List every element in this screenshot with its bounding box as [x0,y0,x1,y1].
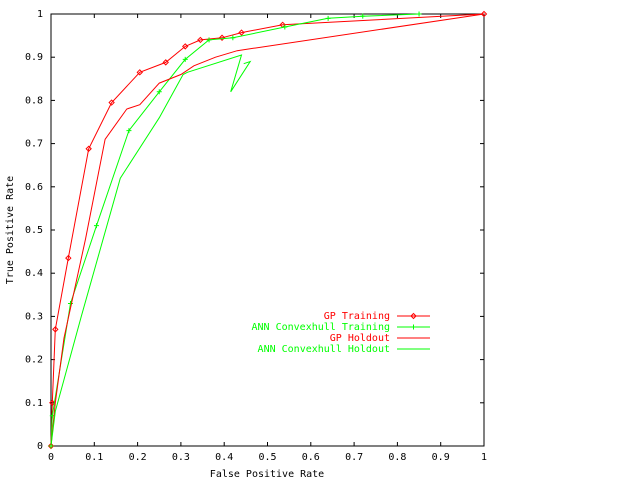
legend-item: ANN Convexhull Training [252,322,430,333]
x-tick-label: 0.7 [345,452,363,463]
series-line [50,13,485,447]
x-tick-label: 0.2 [129,452,147,463]
data-point-marker [480,10,488,18]
data-point-marker [49,399,56,407]
y-tick-label: 0.9 [25,52,43,63]
legend-item: GP Holdout [330,333,430,344]
data-point-marker [156,89,162,95]
data-point-marker [230,35,236,41]
data-point-marker [218,34,226,41]
legend-label: ANN Convexhull Holdout [258,344,390,355]
x-axis-label: False Positive Rate [210,469,324,480]
data-point-marker [238,29,245,36]
y-tick-label: 0.7 [25,139,43,150]
data-point-marker [410,312,417,320]
x-tick-label: 0.4 [215,452,233,463]
legend-label: ANN Convexhull Training [252,322,390,333]
x-tick-label: 0.9 [432,452,450,463]
series-0 [47,10,488,450]
data-point-marker [206,37,212,43]
x-tick-label: 0.1 [85,452,103,463]
data-point-marker [282,24,288,30]
y-tick-label: 0.8 [25,95,43,106]
data-point-marker [93,223,99,229]
data-point-marker [182,43,189,50]
y-tick-label: 0 [37,441,43,452]
data-point-marker [325,15,331,21]
legend-label: GP Holdout [330,333,390,344]
y-tick-label: 1 [37,9,43,20]
series-line [50,54,252,447]
data-point-marker [126,128,132,134]
data-point-marker [360,13,366,19]
x-tick-label: 0.8 [388,452,406,463]
y-axis-label: True Positive Rate [5,176,16,284]
series-2 [50,13,485,447]
y-tick-label: 0.1 [25,398,43,409]
x-tick-label: 0 [48,452,54,463]
legend-item: GP Training [324,311,430,322]
data-point-marker [85,145,92,152]
x-tick-label: 1 [481,452,487,463]
data-point-marker [162,59,169,66]
data-point-marker [136,69,143,76]
y-tick-label: 0.2 [25,355,43,366]
y-tick-label: 0.3 [25,311,43,322]
data-point-marker [65,254,72,262]
x-tick-label: 0.6 [302,452,320,463]
y-tick-label: 0.6 [25,182,43,193]
data-point-marker [67,300,73,306]
data-point-marker [108,99,115,106]
data-point-marker [197,36,204,44]
data-point-marker [52,326,59,333]
series-3 [50,54,252,447]
plot-frame [50,13,485,447]
series-line [50,13,485,447]
x-tick-label: 0.5 [258,452,276,463]
data-point-marker [411,324,416,330]
y-tick-label: 0.4 [25,268,43,279]
data-point-marker [416,11,422,17]
y-tick-label: 0.5 [25,225,43,236]
legend-label: GP Training [324,311,390,322]
x-tick-label: 0.3 [172,452,190,463]
legend-item: ANN Convexhull Holdout [258,344,430,355]
series-line [50,13,420,447]
data-point-marker [182,56,188,62]
